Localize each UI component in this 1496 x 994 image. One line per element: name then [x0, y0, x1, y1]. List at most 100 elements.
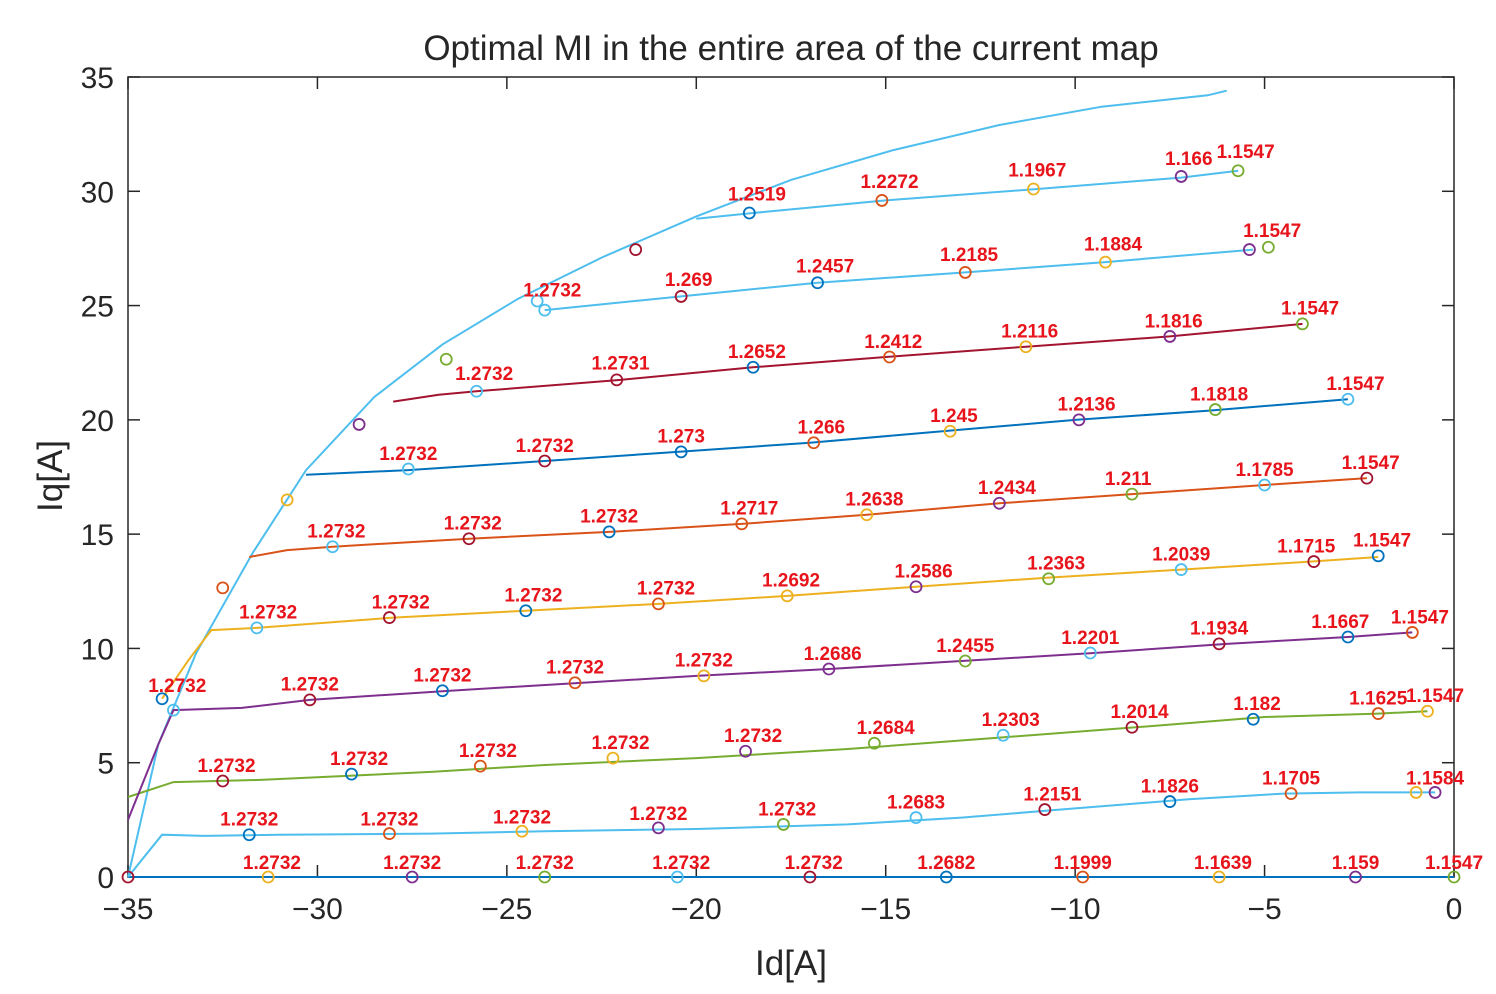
- mi-value-label: 1.2412: [864, 332, 922, 353]
- x-axis-label: Id[A]: [755, 944, 827, 983]
- data-point-marker: [1243, 243, 1256, 256]
- data-point-marker: [1099, 255, 1112, 269]
- data-point-marker: [1360, 471, 1374, 485]
- data-point-marker: [530, 294, 544, 308]
- y-axis-label: Iq[A]: [31, 440, 70, 512]
- y-tick-label: 0: [97, 862, 114, 895]
- mi-value-label: 1.2457: [796, 256, 854, 277]
- data-point-marker: [1125, 487, 1139, 501]
- mi-value-label: 1.1715: [1277, 536, 1336, 557]
- data-point-marker: [1231, 164, 1245, 178]
- mi-value-label: 1.2116: [1001, 322, 1058, 343]
- mi-value-label: 1.2732: [383, 853, 441, 874]
- series-line-5: [249, 477, 1367, 558]
- data-point-marker: [1261, 240, 1275, 254]
- mi-value-label: 1.2732: [148, 676, 206, 697]
- series-line-1: [127, 791, 1436, 878]
- data-point-marker: [1371, 707, 1385, 720]
- data-point-marker: [1341, 630, 1355, 644]
- data-point-marker: [515, 824, 529, 838]
- series-line-2: [127, 710, 1428, 798]
- mi-value-label: 1.166: [1165, 149, 1213, 170]
- mi-value-label: 1.159: [1332, 853, 1380, 874]
- data-point-marker: [1072, 413, 1086, 427]
- data-point-marker: [401, 462, 415, 476]
- data-point-marker: [780, 589, 794, 603]
- mi-value-label: 1.1967: [1008, 160, 1066, 181]
- data-point-marker: [958, 266, 972, 279]
- mi-value-label: 1.2732: [372, 592, 430, 613]
- data-point-marker: [735, 517, 749, 531]
- data-point-marker: [1284, 787, 1298, 800]
- series-line-7: [393, 322, 1303, 403]
- y-tick-label: 10: [81, 633, 114, 666]
- data-point-marker: [822, 662, 836, 676]
- x-tick-label: −5: [1247, 893, 1281, 926]
- data-point-marker: [383, 827, 396, 840]
- data-point-marker: [909, 580, 923, 594]
- mi-value-label: 1.2185: [940, 245, 999, 266]
- mi-value-label: 1.2014: [1110, 702, 1169, 723]
- mi-value-label: 1.2732: [516, 436, 574, 457]
- data-point-marker: [1258, 478, 1271, 492]
- mi-value-label: 1.2455: [936, 636, 995, 657]
- x-tick-label: 0: [1446, 893, 1463, 926]
- mi-value-label: 1.1547: [1326, 374, 1384, 395]
- data-point-marker: [1246, 712, 1260, 726]
- data-point-marker: [250, 621, 264, 635]
- mi-value-label: 1.2732: [307, 522, 365, 543]
- mi-value-label: 1.1816: [1145, 311, 1203, 332]
- mi-value-label: 1.2731: [591, 354, 650, 375]
- data-labels: 1.2732 1.2732 1.2732 1.2732 1.2732 1.2682 1.19…: [148, 142, 1483, 874]
- boundary-curve: [127, 89, 1227, 878]
- data-point-marker: [742, 206, 756, 220]
- y-tick-label: 20: [81, 405, 114, 438]
- data-point-marker: [670, 870, 684, 884]
- data-point-marker: [746, 360, 760, 374]
- data-point-marker: [383, 611, 396, 624]
- data-point-marker: [462, 532, 476, 546]
- x-tick-label: −20: [671, 893, 722, 926]
- data-point-marker: [405, 870, 419, 884]
- data-point-marker: [1421, 704, 1434, 718]
- mi-value-label: 1.2732: [785, 853, 843, 874]
- data-point-marker: [1307, 555, 1321, 568]
- data-point-marker: [943, 424, 957, 438]
- data-point-marker: [1341, 392, 1355, 406]
- x-tick-label: −25: [481, 893, 532, 926]
- data-point-marker: [1076, 870, 1090, 884]
- mi-value-label: 1.2732: [652, 853, 710, 874]
- mi-value-label: 1.2732: [637, 579, 695, 600]
- mi-value-label: 1.1547: [1243, 221, 1301, 242]
- data-point-marker: [807, 436, 821, 450]
- data-point-marker: [652, 821, 665, 835]
- mi-value-label: 1.1639: [1194, 853, 1252, 874]
- mi-value-label: 1.2732: [444, 514, 502, 535]
- mi-value-label: 1.2692: [762, 571, 820, 592]
- mi-value-label: 1.245: [930, 406, 978, 427]
- mi-value-label: 1.2683: [887, 792, 945, 813]
- mi-value-label: 1.1705: [1262, 768, 1321, 789]
- y-tick-label: 35: [81, 62, 114, 95]
- data-point-marker: [883, 350, 896, 364]
- series-lines: [127, 89, 1454, 878]
- x-tick-label: −15: [860, 893, 911, 926]
- data-point-marker: [1212, 637, 1226, 651]
- mi-value-label: 1.2732: [629, 804, 687, 825]
- data-point-marker: [1174, 170, 1188, 183]
- mi-value-label: 1.2732: [455, 364, 513, 385]
- mi-value-label: 1.2638: [845, 490, 903, 511]
- mi-value-label: 1.2732: [197, 756, 255, 777]
- mi-value-label: 1.1667: [1311, 612, 1369, 633]
- data-point-marker: [1371, 549, 1385, 563]
- mi-value-label: 1.2039: [1152, 544, 1210, 565]
- data-point-marker: [326, 540, 339, 554]
- mi-value-label: 1.2519: [728, 184, 786, 205]
- mi-value-label: 1.1826: [1141, 776, 1199, 797]
- series-line-8: [544, 248, 1254, 312]
- mi-value-label: 1.1584: [1406, 768, 1465, 789]
- data-point-marker: [538, 454, 552, 468]
- mi-value-label: 1.2686: [804, 644, 862, 665]
- mi-value-label: 1.273: [657, 427, 705, 448]
- data-point-marker: [939, 870, 953, 884]
